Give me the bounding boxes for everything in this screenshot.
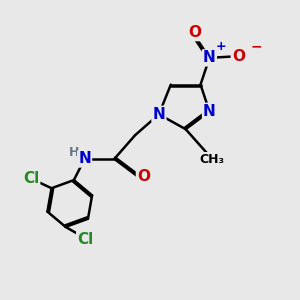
Text: N: N	[78, 152, 91, 166]
Text: N: N	[203, 50, 216, 65]
Text: −: −	[250, 39, 262, 53]
Text: O: O	[137, 169, 150, 184]
Text: O: O	[232, 49, 245, 64]
Text: CH₃: CH₃	[199, 153, 224, 166]
Text: H: H	[69, 146, 80, 159]
Text: +: +	[216, 40, 226, 52]
Text: O: O	[188, 25, 201, 40]
Text: N: N	[152, 107, 165, 122]
Text: N: N	[203, 104, 216, 119]
Text: Cl: Cl	[77, 232, 93, 247]
Text: Cl: Cl	[23, 171, 39, 186]
